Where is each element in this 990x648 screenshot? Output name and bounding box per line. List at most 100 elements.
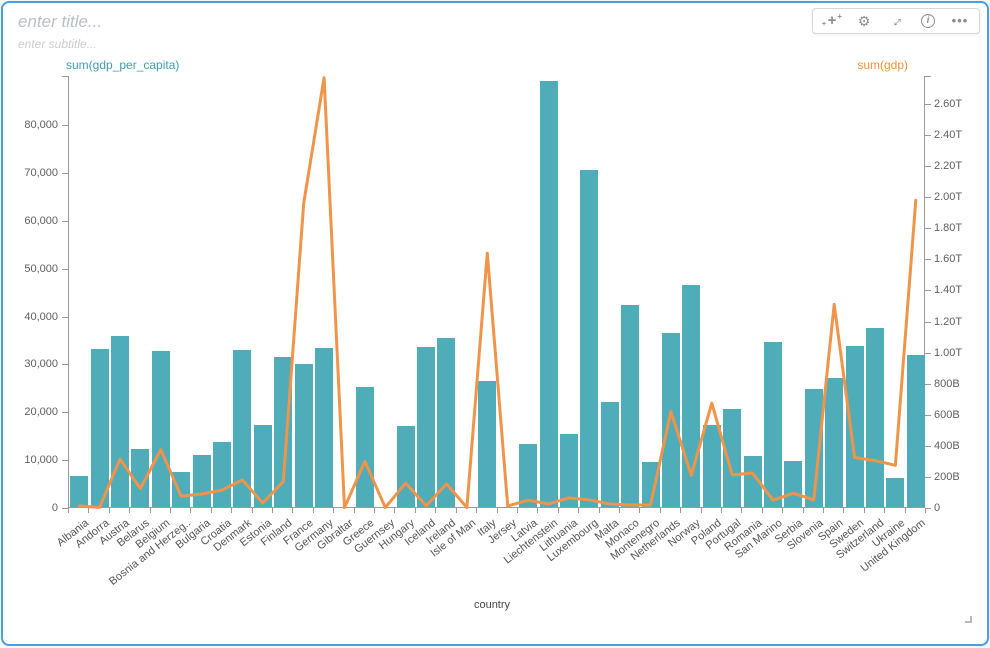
bar-latvia[interactable] (519, 443, 538, 507)
right-axis-tick (925, 445, 931, 447)
x-axis-tick (925, 508, 926, 513)
right-axis-tick (925, 103, 931, 105)
bar-romania[interactable] (743, 455, 762, 507)
x-axis-tick (108, 508, 110, 513)
left-axis-tick-label: 40,000 (24, 310, 58, 323)
bar-estonia[interactable] (253, 425, 272, 507)
bar-belarus[interactable] (131, 448, 150, 507)
bar-germany[interactable] (315, 348, 334, 507)
x-axis-tick (455, 508, 457, 513)
bar-andorra[interactable] (90, 349, 109, 507)
x-axis-tick (272, 508, 274, 513)
x-axis-tick (904, 508, 906, 513)
more-icon[interactable]: ••• (951, 13, 969, 28)
bar-france[interactable] (294, 364, 313, 507)
axis-top-cap (62, 76, 68, 77)
x-axis-tick (88, 508, 90, 513)
right-axis-tick-label: 2.00T (934, 191, 963, 204)
right-axis-tick (925, 321, 931, 323)
bar-albania[interactable] (70, 475, 89, 507)
bar-slovenia[interactable] (804, 389, 823, 507)
bar-bosnia-and-herzeg-[interactable] (172, 471, 191, 507)
x-axis-tick (822, 508, 824, 513)
bar-liechtenstein[interactable] (539, 81, 558, 507)
x-axis-tick (394, 508, 396, 513)
bar-monaco[interactable] (621, 305, 640, 507)
gear-icon[interactable]: ⚙ (857, 13, 871, 29)
left-axis-tick-label: 10,000 (24, 454, 58, 467)
bar-norway[interactable] (682, 284, 701, 507)
bar-ukraine[interactable] (886, 477, 905, 507)
x-axis-tick (782, 508, 784, 513)
x-axis-tick (149, 508, 151, 513)
widget-toolbar: + + + ⚙ ↔ i ••• (812, 8, 980, 34)
bar-portugal[interactable] (723, 409, 742, 507)
left-axis-tick-label: 80,000 (24, 119, 58, 132)
right-axis-tick (925, 508, 931, 509)
x-axis-tick (537, 508, 539, 513)
x-axis-title: country (473, 599, 511, 611)
left-axis-tick-label: 60,000 (24, 214, 58, 227)
right-axis-title: sum(gdp) (857, 58, 908, 72)
x-axis-tick (312, 508, 314, 513)
right-axis-tick (925, 352, 931, 354)
subtitle-input[interactable]: enter subtitle... (18, 37, 97, 51)
x-axis-tick (292, 508, 294, 513)
bar-montenegro[interactable] (641, 462, 660, 507)
bar-belgium[interactable] (151, 350, 170, 507)
x-axis-tick (863, 508, 865, 513)
bar-finland[interactable] (274, 357, 293, 507)
bar-greece[interactable] (355, 387, 374, 507)
bar-italy[interactable] (478, 380, 497, 507)
right-axis-tick-label: 1.60T (934, 253, 963, 266)
bar-san-marino[interactable] (763, 342, 782, 507)
bar-sweden[interactable] (845, 346, 864, 507)
left-axis-tick-label: 20,000 (24, 406, 58, 419)
left-axis-tick-label: 50,000 (24, 262, 58, 275)
right-axis-tick (925, 259, 931, 261)
bar-iceland[interactable] (417, 347, 436, 507)
plot-area (68, 76, 925, 510)
right-axis-tick-label: 1.40T (934, 284, 963, 297)
x-axis-tick (557, 508, 559, 513)
bar-poland[interactable] (702, 424, 721, 507)
x-axis-tick (435, 508, 437, 513)
x-axis-tick (761, 508, 763, 513)
x-axis-tick (659, 508, 661, 513)
right-axis-tick-label: 600B (934, 408, 960, 421)
bar-ireland[interactable] (437, 338, 456, 507)
x-axis-tick (516, 508, 518, 513)
bar-denmark[interactable] (233, 349, 252, 507)
right-axis-tick-label: 800B (934, 377, 960, 390)
right-axis-tick-label: 1.20T (934, 315, 963, 328)
left-axis-tick (62, 316, 68, 318)
right-axis-tick-label: 2.20T (934, 160, 963, 173)
right-axis-tick-label: 1.80T (934, 222, 963, 235)
right-axis-tick-label: 1.00T (934, 346, 963, 359)
bar-lithuania[interactable] (559, 433, 578, 507)
left-axis-tick (62, 220, 68, 222)
left-axis-tick (62, 364, 68, 366)
title-input[interactable]: enter title... (18, 12, 103, 31)
bar-luxembourg[interactable] (580, 170, 599, 507)
bar-spain[interactable] (825, 378, 844, 507)
x-axis-tick (414, 508, 416, 513)
bar-netherlands[interactable] (661, 333, 680, 507)
right-axis-tick-label: 200B (934, 470, 960, 483)
right-axis-tick-label: 0 (934, 502, 941, 514)
axis-top-cap (925, 76, 931, 77)
sparkles-icon[interactable]: + + + (822, 12, 842, 29)
x-axis-tick (353, 508, 355, 513)
expand-icon[interactable]: ↔ (884, 9, 907, 32)
x-axis-tick (170, 508, 172, 513)
gdp-line-series (77, 76, 918, 510)
bar-malta[interactable] (600, 402, 619, 507)
info-icon[interactable]: i (920, 13, 936, 29)
resize-handle-icon[interactable] (965, 616, 972, 623)
x-axis-tick (802, 508, 804, 513)
x-axis-tick (618, 508, 620, 513)
bar-united-kingdom[interactable] (906, 355, 925, 507)
x-axis-tick (639, 508, 641, 513)
x-axis-tick (700, 508, 702, 513)
x-axis-tick (129, 508, 131, 513)
